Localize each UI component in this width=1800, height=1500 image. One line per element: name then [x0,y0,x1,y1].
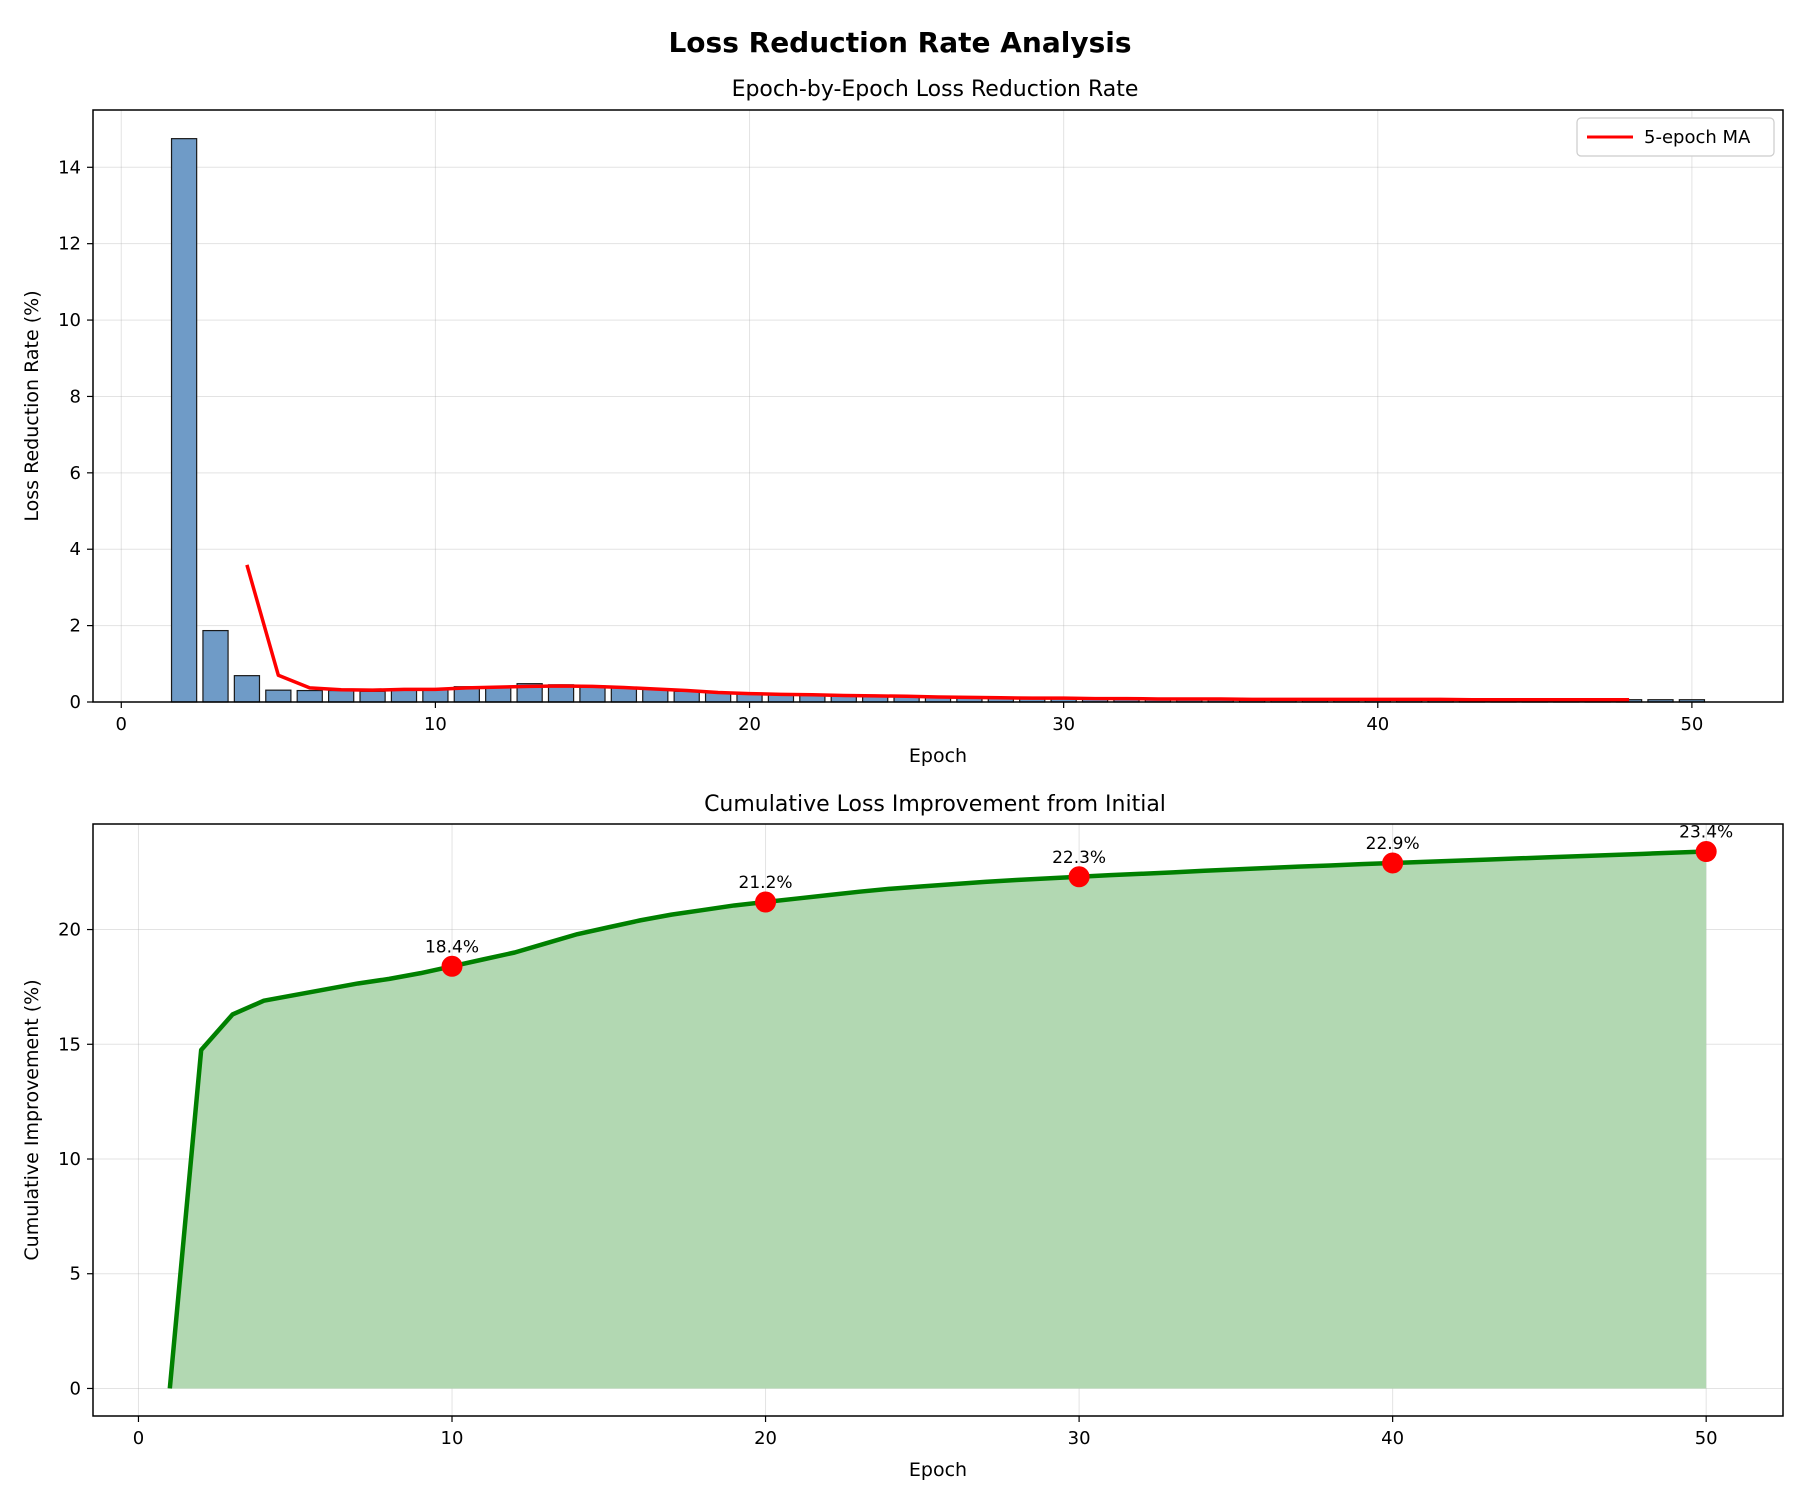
x-tick-label: 30 [1068,1428,1091,1449]
moving-average-line [245,564,1630,702]
legend-entry: 5-epoch MA [1644,127,1751,148]
milestone-point [1695,841,1717,863]
y-tick-label: 20 [58,920,81,941]
bar [202,629,229,703]
milestone-point [755,891,777,913]
x-tick-label: 20 [754,1428,777,1449]
x-axis-label: Epoch [909,1459,967,1481]
milestone-label: 21.2% [739,873,793,893]
x-axis-ticks: 0 10 20 30 40 50 [133,1416,1718,1449]
milestone-labels: 18.4% 21.2% 22.3% 22.9% 23.4% [425,823,1733,958]
y-tick-label: 12 [58,234,81,255]
milestone-point [441,955,463,977]
figure-title: Loss Reduction Rate Analysis [668,26,1131,59]
x-tick-label: 50 [1695,1428,1718,1449]
y-tick-label: 14 [58,157,81,178]
y-tick-label: 15 [58,1034,81,1055]
milestone-label: 23.4% [1679,823,1733,843]
x-axis-label: Epoch [909,745,967,767]
bar [265,689,292,703]
cumulative-line [167,849,1707,1389]
milestone-point [1068,866,1090,888]
x-tick-label: 40 [1381,1428,1404,1449]
bar [233,675,261,703]
legend: 5-epoch MA [1576,117,1775,157]
y-tick-label: 10 [58,310,81,331]
bar [642,688,669,703]
bar [327,689,355,703]
y-tick-label: 4 [70,539,81,560]
bar [296,689,323,703]
bars [170,138,1706,703]
plot-frame [92,109,1784,703]
milestone-markers [441,841,1717,977]
y-axis-label: Cumulative Improvement (%) [21,979,43,1260]
milestone-label: 22.3% [1052,848,1106,868]
x-tick-label: 10 [424,714,447,735]
bar [170,138,198,703]
chart-title: Cumulative Loss Improvement from Initial [704,792,1166,817]
x-axis-ticks: 0 10 20 30 40 50 [116,702,1703,735]
series-line [245,564,1630,702]
loss-reduction-rate-chart: Epoch-by-Epoch Loss Reduction Rate 0 10 20… [21,77,1784,767]
cumulative-improvement-chart: Cumulative Loss Improvement from Initial… [21,792,1784,1481]
y-tick-label: 10 [58,1149,81,1170]
legend-box [1576,117,1775,157]
chart-title: Epoch-by-Epoch Loss Reduction Rate [732,77,1139,102]
y-tick-label: 6 [70,463,81,484]
y-tick-label: 0 [70,692,81,713]
x-tick-label: 10 [441,1428,464,1449]
y-axis-ticks: 0 5 10 15 20 [58,920,93,1399]
bar [359,690,386,703]
milestone-label: 22.9% [1366,834,1420,854]
series-line [167,849,1707,1389]
y-tick-label: 8 [70,386,81,407]
milestone-label: 18.4% [425,937,479,957]
area-fill [169,851,1707,1389]
y-axis-ticks: 0 2 4 6 8 10 12 14 [58,157,93,713]
milestone-point [1382,852,1404,874]
x-tick-label: 30 [1052,714,1075,735]
x-tick-label: 20 [738,714,761,735]
y-tick-label: 0 [70,1378,81,1399]
x-tick-label: 0 [133,1428,144,1449]
area-region [169,851,1707,1389]
bar [673,690,700,703]
x-tick-label: 40 [1366,714,1389,735]
x-tick-label: 0 [116,714,127,735]
plot-frame [92,823,1784,1417]
y-tick-label: 2 [70,616,81,637]
y-tick-label: 5 [70,1264,81,1285]
bar [422,689,449,703]
x-tick-label: 50 [1680,714,1703,735]
grid [93,110,1783,703]
y-axis-label: Loss Reduction Rate (%) [21,290,43,521]
